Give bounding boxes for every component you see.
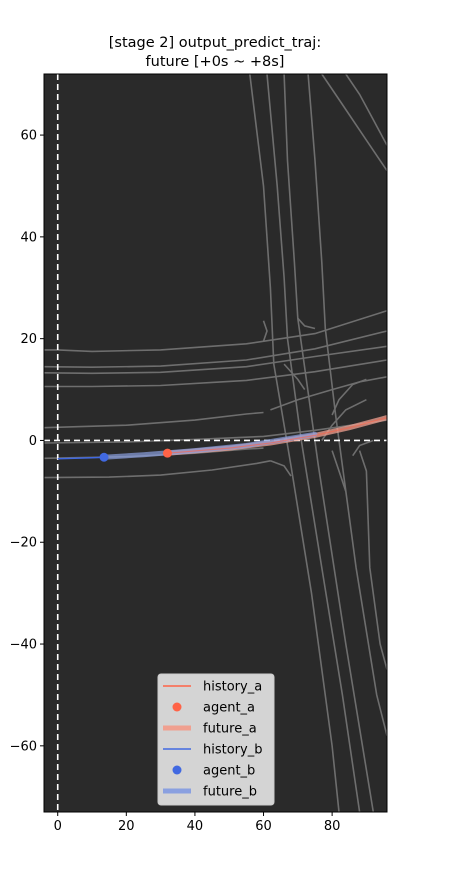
y-axis-ticks: −60 −40 −20 0 20 40 60: [10, 129, 44, 754]
y-tick-label: 60: [20, 129, 37, 144]
legend-label-agent-b: agent_b: [203, 764, 255, 779]
y-tick-label: 20: [20, 332, 37, 347]
y-tick-label: 0: [29, 434, 37, 449]
lane-line-16: [297, 317, 316, 330]
y-tick-label: −20: [10, 536, 37, 551]
agent-a-point: [162, 448, 172, 458]
y-tick-label: 40: [20, 230, 37, 245]
lane-line-9: [249, 74, 340, 812]
chart-title-line-1: [stage 2] output_predict_traj:: [109, 35, 321, 51]
series-history-b: [57, 456, 105, 460]
x-tick-label: 0: [54, 819, 62, 834]
lane-line-2: [44, 345, 387, 375]
legend-label-future-a: future_a: [203, 722, 257, 737]
lane-line-3: [44, 359, 387, 388]
lane-lines: [44, 74, 387, 812]
x-tick-label: 80: [324, 819, 341, 834]
plot-frame: [43, 73, 388, 813]
x-tick-label: 60: [255, 819, 272, 834]
series-future-b: [101, 431, 318, 460]
lane-line-22: [352, 439, 374, 457]
lane-line-14: [321, 74, 387, 172]
lane-line-18: [331, 378, 367, 416]
lane-line-6: [44, 419, 387, 444]
lane-line-13: [345, 74, 387, 146]
lane-line-15: [262, 320, 268, 342]
lane-line-8: [44, 460, 271, 479]
origin-crosshair: [44, 74, 387, 812]
x-tick-label: 20: [118, 819, 135, 834]
series-future-a-core: [167, 417, 387, 454]
trajectory-series: [57, 415, 387, 462]
chart-title-line-2: future [+0s ~ +8s]: [146, 54, 285, 70]
lane-line-12: [307, 74, 387, 736]
agent-b-point: [99, 452, 109, 462]
legend-label-history-a: history_a: [203, 680, 262, 695]
x-tick-label: 40: [187, 819, 204, 834]
lane-line-4: [44, 411, 264, 429]
x-axis-ticks: 0 20 40 60 80: [54, 812, 341, 834]
legend: history_a agent_a future_a history_b age…: [157, 673, 275, 806]
lane-line-10: [266, 74, 361, 812]
legend-swatch-agent-a: [172, 702, 182, 712]
lane-line-19: [270, 460, 292, 477]
legend-box: [157, 673, 275, 806]
y-tick-label: −60: [10, 739, 37, 754]
lane-line-20: [331, 450, 347, 492]
legend-swatch-agent-b: [172, 765, 182, 775]
lane-line-17: [283, 363, 306, 391]
y-tick-label: −40: [10, 638, 37, 653]
lane-line-21: [358, 450, 387, 670]
legend-label-agent-a: agent_a: [203, 701, 255, 716]
legend-label-future-b: future_b: [203, 785, 257, 800]
legend-label-history-b: history_b: [203, 743, 262, 758]
